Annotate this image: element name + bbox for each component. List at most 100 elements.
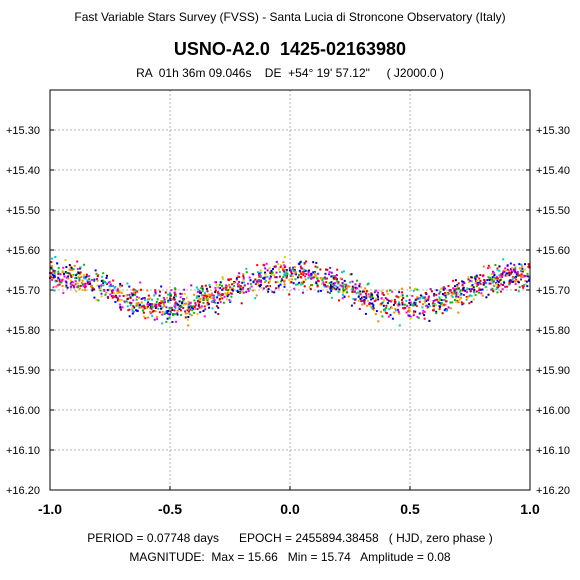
data-point xyxy=(178,300,181,303)
data-point xyxy=(199,291,202,294)
data-point xyxy=(418,300,421,303)
data-point xyxy=(242,278,245,281)
data-point xyxy=(319,268,322,271)
data-point xyxy=(154,289,157,292)
data-point xyxy=(114,300,117,303)
data-point xyxy=(436,298,438,301)
data-point xyxy=(322,281,325,284)
data-point xyxy=(469,294,471,297)
data-point xyxy=(143,306,146,309)
data-point xyxy=(508,281,511,284)
data-point xyxy=(271,271,274,274)
data-point xyxy=(178,305,181,308)
data-point xyxy=(514,266,517,269)
data-point xyxy=(175,320,177,323)
data-point xyxy=(445,296,447,299)
data-point xyxy=(453,288,456,291)
data-point xyxy=(134,293,137,296)
data-point xyxy=(103,290,106,292)
data-point xyxy=(362,295,365,298)
data-point xyxy=(86,279,89,282)
data-point xyxy=(406,304,409,307)
data-point xyxy=(97,274,99,277)
y-tick-label-right: +15.90 xyxy=(536,365,570,377)
data-point xyxy=(225,293,228,296)
data-point xyxy=(309,275,312,278)
y-tick-label-left: +15.80 xyxy=(6,325,40,337)
data-point xyxy=(217,286,220,289)
x-tick-label: 1.0 xyxy=(520,501,540,517)
data-point xyxy=(188,310,190,313)
data-point xyxy=(278,275,281,278)
data-point xyxy=(341,297,344,300)
data-point xyxy=(298,281,301,284)
x-tick-label: 0.5 xyxy=(400,501,420,517)
data-point xyxy=(453,292,456,295)
data-point xyxy=(264,276,267,279)
data-point xyxy=(295,273,297,276)
data-point xyxy=(238,276,241,278)
data-point xyxy=(528,278,531,281)
data-point xyxy=(161,322,164,325)
data-point xyxy=(66,286,69,289)
data-point xyxy=(398,312,401,315)
data-point xyxy=(330,296,333,299)
y-tick-label-left: +15.90 xyxy=(6,365,40,377)
data-point xyxy=(81,289,84,291)
data-point xyxy=(490,273,493,275)
data-point xyxy=(359,293,362,296)
data-point xyxy=(158,302,161,305)
data-point xyxy=(266,284,269,287)
data-point xyxy=(196,299,199,302)
data-point xyxy=(221,276,224,278)
data-point xyxy=(128,308,131,311)
data-point xyxy=(333,277,336,280)
data-point xyxy=(283,268,286,271)
data-point xyxy=(305,273,308,276)
data-point xyxy=(511,277,514,280)
data-point xyxy=(409,303,412,306)
data-point xyxy=(142,315,145,318)
data-point xyxy=(249,279,252,282)
data-point xyxy=(422,303,424,306)
data-point xyxy=(228,278,230,281)
data-point xyxy=(98,286,101,289)
data-point xyxy=(167,293,170,296)
data-point xyxy=(109,293,112,296)
data-point xyxy=(69,282,72,285)
data-point xyxy=(149,297,152,300)
data-point xyxy=(146,289,149,292)
data-point xyxy=(391,307,393,310)
data-point xyxy=(155,303,158,306)
data-point xyxy=(416,315,419,318)
data-point xyxy=(75,274,77,277)
data-point xyxy=(194,302,197,305)
data-point xyxy=(524,283,527,286)
data-point xyxy=(439,290,442,293)
data-point xyxy=(353,290,356,293)
data-point xyxy=(475,290,478,293)
data-point xyxy=(125,294,128,297)
data-point xyxy=(466,297,469,300)
data-point xyxy=(194,307,197,310)
data-point xyxy=(97,299,100,302)
data-point xyxy=(438,305,441,308)
data-point xyxy=(349,273,352,276)
data-point xyxy=(65,281,68,284)
data-point xyxy=(214,286,217,289)
data-point xyxy=(413,310,415,313)
data-point xyxy=(163,304,166,307)
data-point xyxy=(311,277,314,279)
data-point xyxy=(342,270,345,273)
data-point xyxy=(179,296,182,299)
data-point xyxy=(272,268,274,270)
data-point xyxy=(219,293,222,296)
data-point xyxy=(386,302,389,305)
data-point xyxy=(510,271,513,274)
data-point xyxy=(71,274,74,277)
data-point xyxy=(492,284,495,287)
data-point xyxy=(512,269,515,272)
data-point xyxy=(503,281,506,284)
data-point xyxy=(92,287,94,290)
data-point xyxy=(173,291,176,294)
